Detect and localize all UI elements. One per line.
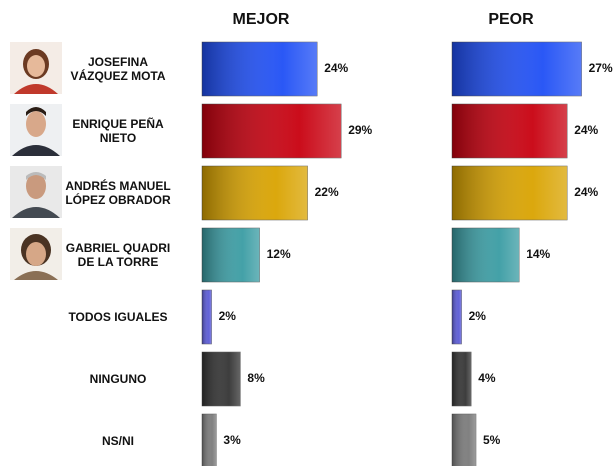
category-label: GABRIEL QUADRI DE LA TORRE [65,241,171,269]
value-label: 3% [223,433,241,447]
value-label: 2% [469,309,487,323]
bar-shine [202,414,217,466]
value-label: 5% [483,433,501,447]
value-label: 4% [478,371,496,385]
bar-shine [202,228,260,282]
category-label: ENRIQUE PEÑA NIETO [72,117,164,145]
bar-shine [202,352,241,406]
bar-shine [452,290,462,344]
series-title: PEOR [488,11,534,28]
category-label: NS/NI [101,434,134,448]
value-label: 24% [574,185,598,199]
category-label: TODOS IGUALES [68,310,168,324]
bar-shine [452,104,568,158]
series-title: MEJOR [233,11,290,28]
value-label: 12% [267,247,291,261]
value-label: 22% [315,185,339,199]
value-label: 27% [589,61,613,75]
value-label: 8% [247,371,265,385]
value-label: 29% [348,123,372,137]
value-label: 14% [526,247,550,261]
value-label: 2% [219,309,237,323]
value-label: 24% [574,123,598,137]
bar-shine [452,228,520,282]
bar-shine [202,166,308,220]
category-label: ANDRÉS MANUEL LÓPEZ OBRADOR [65,179,171,207]
photo [10,228,62,280]
bar-shine [452,166,568,220]
photo [10,104,62,156]
bar-shine [202,290,212,344]
bar-shine [202,104,342,158]
value-label: 24% [324,61,348,75]
bar-shine [202,42,318,96]
bar-shine [452,352,472,406]
category-label: NINGUNO [89,372,147,386]
bar-shine [452,42,582,96]
bar-shine [452,414,476,466]
photo [10,166,62,218]
category-label: JOSEFINA VÁZQUEZ MOTA [70,55,166,83]
photo [10,42,62,94]
